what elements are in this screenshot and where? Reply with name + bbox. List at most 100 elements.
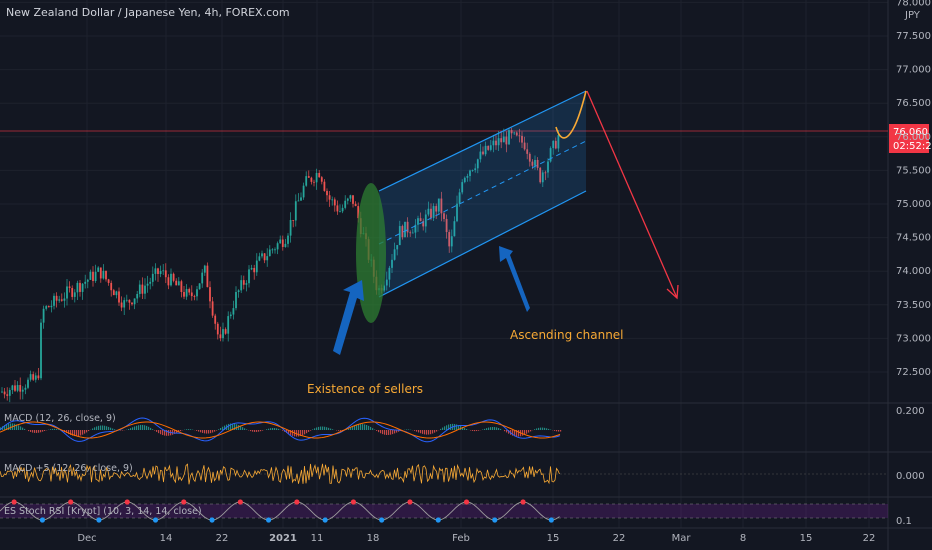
candle-body xyxy=(227,316,230,334)
symbol-title[interactable]: New Zealand Dollar / Japanese Yen, 4h, F… xyxy=(6,6,290,19)
candle-body xyxy=(307,176,310,178)
candle-body xyxy=(258,256,261,261)
candle-body xyxy=(536,159,539,168)
currency-label: JPY xyxy=(904,10,921,21)
macd-histogram-bar xyxy=(450,424,452,430)
candle-body xyxy=(240,280,243,291)
macd-histogram-bar xyxy=(112,428,114,430)
time-tick-label: 18 xyxy=(367,533,380,544)
candle-body xyxy=(346,198,349,201)
candle-body xyxy=(250,267,253,270)
indicator-label-stoch[interactable]: ES Stoch RSI [Krypt] (10, 3, 14, 14, clo… xyxy=(4,506,202,517)
candle-body xyxy=(341,207,344,212)
macd-histogram-bar xyxy=(260,430,262,432)
macd-histogram-bar xyxy=(54,428,56,430)
macd-histogram-bar xyxy=(348,428,350,430)
price-tick-label: 76.500 xyxy=(896,98,931,109)
macd-histogram-bar xyxy=(544,427,546,430)
candle-body xyxy=(320,177,323,182)
macd-histogram-bar xyxy=(42,430,44,432)
macd-histogram-bar xyxy=(416,430,418,432)
macd-histogram-bar xyxy=(506,430,508,433)
macd-histogram-bar xyxy=(44,430,46,432)
candle-body xyxy=(401,226,404,238)
macd-histogram-bar xyxy=(370,426,372,430)
candle-body xyxy=(430,208,432,218)
macd-histogram-bar xyxy=(224,425,226,430)
macd-histogram-bar xyxy=(78,430,80,436)
macd5-line xyxy=(0,463,560,485)
macd-histogram-bar xyxy=(204,430,206,434)
candle-body xyxy=(479,151,482,160)
macd-histogram-bar xyxy=(232,423,234,430)
candle-body xyxy=(461,182,464,193)
macd-histogram-bar xyxy=(318,426,320,430)
candle-body xyxy=(549,148,552,162)
candle-body xyxy=(445,218,448,233)
macd-histogram-bar xyxy=(142,424,144,430)
candle-body xyxy=(42,308,45,323)
candle-body xyxy=(219,334,222,339)
macd-histogram-bar xyxy=(428,430,430,435)
macd-histogram-bar xyxy=(514,430,516,437)
macd-histogram-bar xyxy=(328,427,330,430)
candle-body xyxy=(419,218,422,222)
candle-body xyxy=(284,243,287,247)
macd-histogram-bar xyxy=(394,430,396,434)
macd-histogram-bar xyxy=(282,430,284,431)
macd-histogram-bar xyxy=(146,425,148,430)
candle-body xyxy=(162,270,165,272)
candle-body xyxy=(310,177,313,182)
projection-curve xyxy=(555,90,587,139)
macd-histogram-bar xyxy=(558,430,560,432)
candle-body xyxy=(547,161,549,173)
candle-body xyxy=(71,287,74,297)
stoch-oversold-dot xyxy=(548,517,554,523)
macd-histogram-bar xyxy=(456,424,458,430)
candle-body xyxy=(27,379,29,388)
macd-histogram-bar xyxy=(262,430,264,431)
macd-histogram-bar xyxy=(268,428,270,430)
macd-histogram-bar xyxy=(466,429,468,430)
macd-histogram-bar xyxy=(150,427,152,430)
time-tick-label: 22 xyxy=(613,533,626,544)
macd-histogram-bar xyxy=(14,423,16,430)
macd-histogram-bar xyxy=(186,429,188,430)
indicator-label-macd[interactable]: MACD (12, 26, close, 9) xyxy=(4,413,116,424)
candle-body xyxy=(531,161,534,166)
candle-body xyxy=(185,289,188,297)
price-tick-label: 75.000 xyxy=(896,199,931,210)
macd-histogram-bar xyxy=(202,430,204,433)
candle-body xyxy=(248,269,250,284)
candle-body xyxy=(448,232,451,247)
macd-histogram-bar xyxy=(84,430,86,434)
candle-body xyxy=(458,192,461,204)
time-tick-label: 11 xyxy=(311,533,324,544)
price-tick-label: 75.500 xyxy=(896,165,931,176)
macd-histogram-bar xyxy=(244,428,246,430)
macd-histogram-bar xyxy=(94,427,96,430)
macd-histogram-bar xyxy=(372,428,374,430)
macd-histogram-bar xyxy=(454,424,456,430)
candle-body xyxy=(487,145,490,150)
macd-histogram-bar xyxy=(70,430,72,435)
indicator-label-macd5[interactable]: MACD +5 (12, 26, close, 9) xyxy=(4,463,133,474)
candle-body xyxy=(443,213,445,219)
macd-histogram-bar xyxy=(474,430,476,432)
macd-histogram-bar xyxy=(446,425,448,430)
time-tick-label: 14 xyxy=(160,533,173,544)
macd-histogram-bar xyxy=(220,428,222,430)
candle-body xyxy=(253,267,256,273)
candle-body xyxy=(84,281,87,284)
candle-body xyxy=(79,282,81,292)
time-tick-label: 15 xyxy=(800,533,813,544)
candlestick-series xyxy=(1,127,560,403)
candle-body xyxy=(40,322,42,379)
candle-body xyxy=(216,323,219,335)
macd-histogram-bar xyxy=(286,430,288,433)
macd-histogram-bar xyxy=(28,430,30,432)
candle-body xyxy=(474,168,477,171)
candle-body xyxy=(112,290,115,296)
macd-histogram-bar xyxy=(320,426,322,430)
